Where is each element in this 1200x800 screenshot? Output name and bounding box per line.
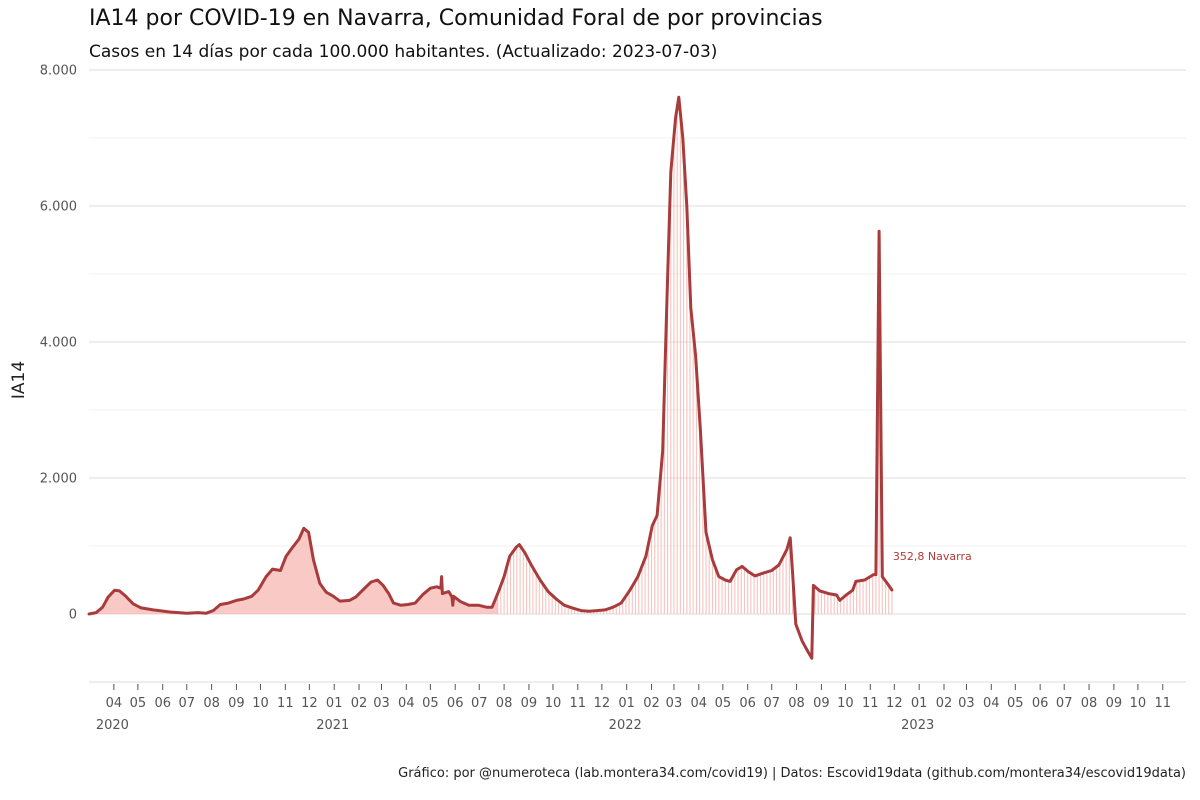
x-tick-label: 05 (422, 696, 439, 711)
x-tick-label: 04 (983, 696, 1000, 711)
x-tick-label: 02 (643, 696, 660, 711)
x-year-label: 2020 (96, 718, 129, 733)
y-tick-label: 0 (69, 608, 77, 623)
series-area-navarra (89, 528, 498, 614)
x-tick-label: 07 (1056, 696, 1073, 711)
x-tick-label: 11 (277, 696, 294, 711)
y-tick-label: 4.000 (40, 336, 77, 351)
x-tick-label: 09 (228, 696, 245, 711)
x-year-label: 2023 (901, 718, 934, 733)
x-tick-label: 04 (398, 696, 415, 711)
x-tick-label: 06 (447, 696, 464, 711)
x-tick-label: 01 (326, 696, 343, 711)
x-tick-label: 06 (154, 696, 171, 711)
chart-caption: Gráfico: por @numeroteca (lab.montera34.… (398, 766, 1186, 781)
x-year-label: 2021 (316, 718, 349, 733)
y-tick-label: 6.000 (40, 200, 77, 215)
y-axis: 0 2.000 4.000 6.000 8.000 (40, 64, 77, 623)
x-tick-label: 09 (813, 696, 830, 711)
x-tick-label: 05 (715, 696, 732, 711)
x-tick-label: 06 (1032, 696, 1049, 711)
x-tick-label: 05 (130, 696, 147, 711)
x-tick-label: 12 (886, 696, 903, 711)
x-tick-label: 03 (958, 696, 975, 711)
x-axis: 04 05 06 07 08 09 10 11 12 01 02 03 04 05 06 07 08 09 10 11… (96, 684, 1171, 733)
x-tick-label: 01 (911, 696, 928, 711)
x-tick-label: 04 (106, 696, 123, 711)
y-axis-title: IA14 (9, 361, 29, 399)
y-tick-label: 2.000 (40, 472, 77, 487)
x-tick-label: 09 (521, 696, 538, 711)
y-tick-label: 8.000 (40, 64, 77, 79)
x-tick-label: 05 (1007, 696, 1024, 711)
x-tick-label: 04 (691, 696, 708, 711)
x-tick-label: 11 (570, 696, 587, 711)
x-tick-label: 10 (252, 696, 269, 711)
chart-subtitle: Casos en 14 días por cada 100.000 habita… (89, 42, 718, 62)
chart-title: IA14 por COVID-19 en Navarra, Comunidad … (89, 6, 823, 31)
x-tick-label: 10 (545, 696, 562, 711)
series-end-label: 352,8 Navarra (893, 550, 972, 563)
x-tick-label: 08 (788, 696, 805, 711)
x-tick-label: 11 (1154, 696, 1171, 711)
x-year-label: 2022 (609, 718, 642, 733)
x-tick-label: 02 (351, 696, 368, 711)
x-tick-label: 01 (618, 696, 635, 711)
grid-layer (89, 69, 1186, 683)
x-tick-label: 07 (471, 696, 488, 711)
x-tick-label: 09 (1106, 696, 1123, 711)
x-tick-label: 08 (203, 696, 220, 711)
bars-layer (497, 107, 893, 614)
x-tick-label: 06 (739, 696, 756, 711)
x-tick-label: 10 (1130, 696, 1147, 711)
x-tick-label: 08 (1081, 696, 1098, 711)
x-tick-label: 12 (301, 696, 318, 711)
x-tick-label: 07 (763, 696, 780, 711)
x-tick-label: 02 (936, 696, 953, 711)
x-tick-label: 03 (666, 696, 683, 711)
x-tick-label: 11 (862, 696, 879, 711)
line-layer (87, 95, 894, 660)
x-tick-label: 08 (496, 696, 513, 711)
area-layer (89, 528, 498, 614)
series-line-navarra (87, 95, 894, 660)
x-tick-label: 07 (178, 696, 195, 711)
x-tick-label: 12 (594, 696, 611, 711)
x-tick-label: 10 (837, 696, 854, 711)
x-tick-label: 03 (373, 696, 390, 711)
